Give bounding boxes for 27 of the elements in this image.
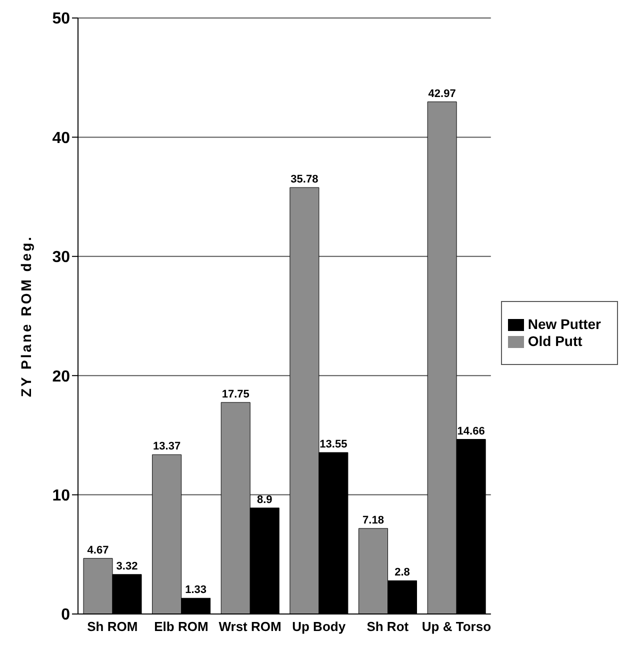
data-label: 13.55 xyxy=(320,438,348,450)
x-tick-label: Wrst ROM xyxy=(218,619,282,634)
data-label: 17.75 xyxy=(222,388,250,400)
data-label: 7.18 xyxy=(362,514,384,526)
data-label: 3.32 xyxy=(116,560,138,572)
y-axis-title: ZY Plane ROM deg. xyxy=(18,234,34,398)
data-label: 14.66 xyxy=(457,425,485,438)
y-tick-label: 30 xyxy=(52,249,70,266)
x-tick-label: Elb ROM xyxy=(154,619,208,634)
data-label: 13.37 xyxy=(153,440,181,453)
y-tick-label: 10 xyxy=(52,487,70,504)
data-label: 4.67 xyxy=(87,544,109,556)
x-tick-label: Sh Rot xyxy=(366,619,410,634)
y-tick-label: 40 xyxy=(52,130,70,147)
data-label: 2.8 xyxy=(394,566,410,579)
data-label: 8.9 xyxy=(256,494,272,506)
x-tick-label: Up & Torso xyxy=(422,619,492,634)
x-tick-label: Up Body xyxy=(292,619,346,634)
legend-label: Old Putt xyxy=(528,333,582,349)
x-tick-label: Sh ROM xyxy=(87,619,138,634)
data-label: 42.97 xyxy=(428,88,456,100)
legend-label: New Putter xyxy=(528,316,601,332)
data-label: 35.78 xyxy=(290,174,318,186)
y-tick-label: 20 xyxy=(52,368,70,386)
data-label: 1.33 xyxy=(185,584,207,596)
y-tick-label: 50 xyxy=(52,10,70,28)
y-tick-label: 0 xyxy=(61,606,70,624)
